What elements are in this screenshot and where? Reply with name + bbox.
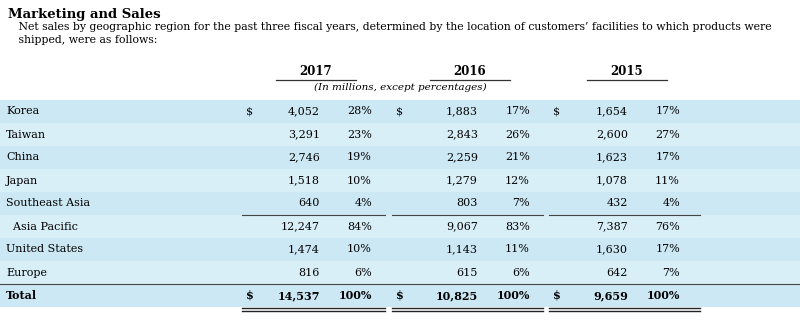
Text: 2015: 2015 [610,65,643,78]
Text: Asia Pacific: Asia Pacific [6,221,78,231]
Text: 10,825: 10,825 [436,290,478,301]
Bar [0,238,800,261]
Text: 1,518: 1,518 [288,175,320,185]
Text: 76%: 76% [655,221,680,231]
Text: 3,291: 3,291 [288,129,320,139]
Text: 17%: 17% [655,153,680,163]
Text: 17%: 17% [655,245,680,255]
Bar [0,146,800,169]
Text: 1,279: 1,279 [446,175,478,185]
Bar [0,192,800,215]
Text: 1,078: 1,078 [596,175,628,185]
Text: 26%: 26% [505,129,530,139]
Text: 100%: 100% [338,290,372,301]
Text: 4%: 4% [662,199,680,209]
Text: 7,387: 7,387 [596,221,628,231]
Text: 2,600: 2,600 [596,129,628,139]
Text: 27%: 27% [655,129,680,139]
Text: 640: 640 [298,199,320,209]
Text: 432: 432 [606,199,628,209]
Text: Total: Total [6,290,37,301]
Text: Korea: Korea [6,107,39,117]
Text: shipped, were as follows:: shipped, were as follows: [8,35,158,45]
Text: 2,843: 2,843 [446,129,478,139]
Text: 100%: 100% [646,290,680,301]
Text: 1,883: 1,883 [446,107,478,117]
Text: 2,746: 2,746 [288,153,320,163]
Text: 803: 803 [457,199,478,209]
Text: $: $ [246,107,253,117]
Text: 7%: 7% [662,267,680,277]
Text: 1,143: 1,143 [446,245,478,255]
Text: 23%: 23% [347,129,372,139]
Text: 14,537: 14,537 [278,290,320,301]
Text: 12,247: 12,247 [281,221,320,231]
Text: Marketing and Sales: Marketing and Sales [8,8,161,21]
Bar [0,215,800,238]
Bar [0,100,800,123]
Text: 1,630: 1,630 [596,245,628,255]
Text: 4,052: 4,052 [288,107,320,117]
Text: Japan: Japan [6,175,38,185]
Text: 9,067: 9,067 [446,221,478,231]
Text: (In millions, except percentages): (In millions, except percentages) [314,83,486,92]
Text: 642: 642 [606,267,628,277]
Bar [0,261,800,284]
Text: 1,474: 1,474 [288,245,320,255]
Bar [0,284,800,307]
Text: 7%: 7% [512,199,530,209]
Text: 84%: 84% [347,221,372,231]
Text: Net sales by geographic region for the past three fiscal years, determined by th: Net sales by geographic region for the p… [8,22,772,32]
Text: 12%: 12% [505,175,530,185]
Text: 19%: 19% [347,153,372,163]
Text: 83%: 83% [505,221,530,231]
Text: 10%: 10% [347,245,372,255]
Text: China: China [6,153,39,163]
Text: 6%: 6% [512,267,530,277]
Text: $: $ [246,290,254,301]
Text: 9,659: 9,659 [593,290,628,301]
Text: 816: 816 [298,267,320,277]
Text: 11%: 11% [505,245,530,255]
Text: 6%: 6% [354,267,372,277]
Bar [0,169,800,192]
Text: 10%: 10% [347,175,372,185]
Text: 615: 615 [457,267,478,277]
Text: 1,623: 1,623 [596,153,628,163]
Text: 2,259: 2,259 [446,153,478,163]
Text: 21%: 21% [505,153,530,163]
Text: United States: United States [6,245,83,255]
Text: 2017: 2017 [299,65,332,78]
Text: $: $ [553,107,560,117]
Text: $: $ [396,107,403,117]
Text: Europe: Europe [6,267,47,277]
Text: 17%: 17% [506,107,530,117]
Text: 100%: 100% [497,290,530,301]
Text: 11%: 11% [655,175,680,185]
Text: Taiwan: Taiwan [6,129,46,139]
Text: 4%: 4% [354,199,372,209]
Text: 1,654: 1,654 [596,107,628,117]
Text: 17%: 17% [655,107,680,117]
Text: $: $ [396,290,404,301]
Text: $: $ [553,290,561,301]
Text: 28%: 28% [347,107,372,117]
Text: Southeast Asia: Southeast Asia [6,199,90,209]
Text: 2016: 2016 [453,65,486,78]
Bar [0,123,800,146]
